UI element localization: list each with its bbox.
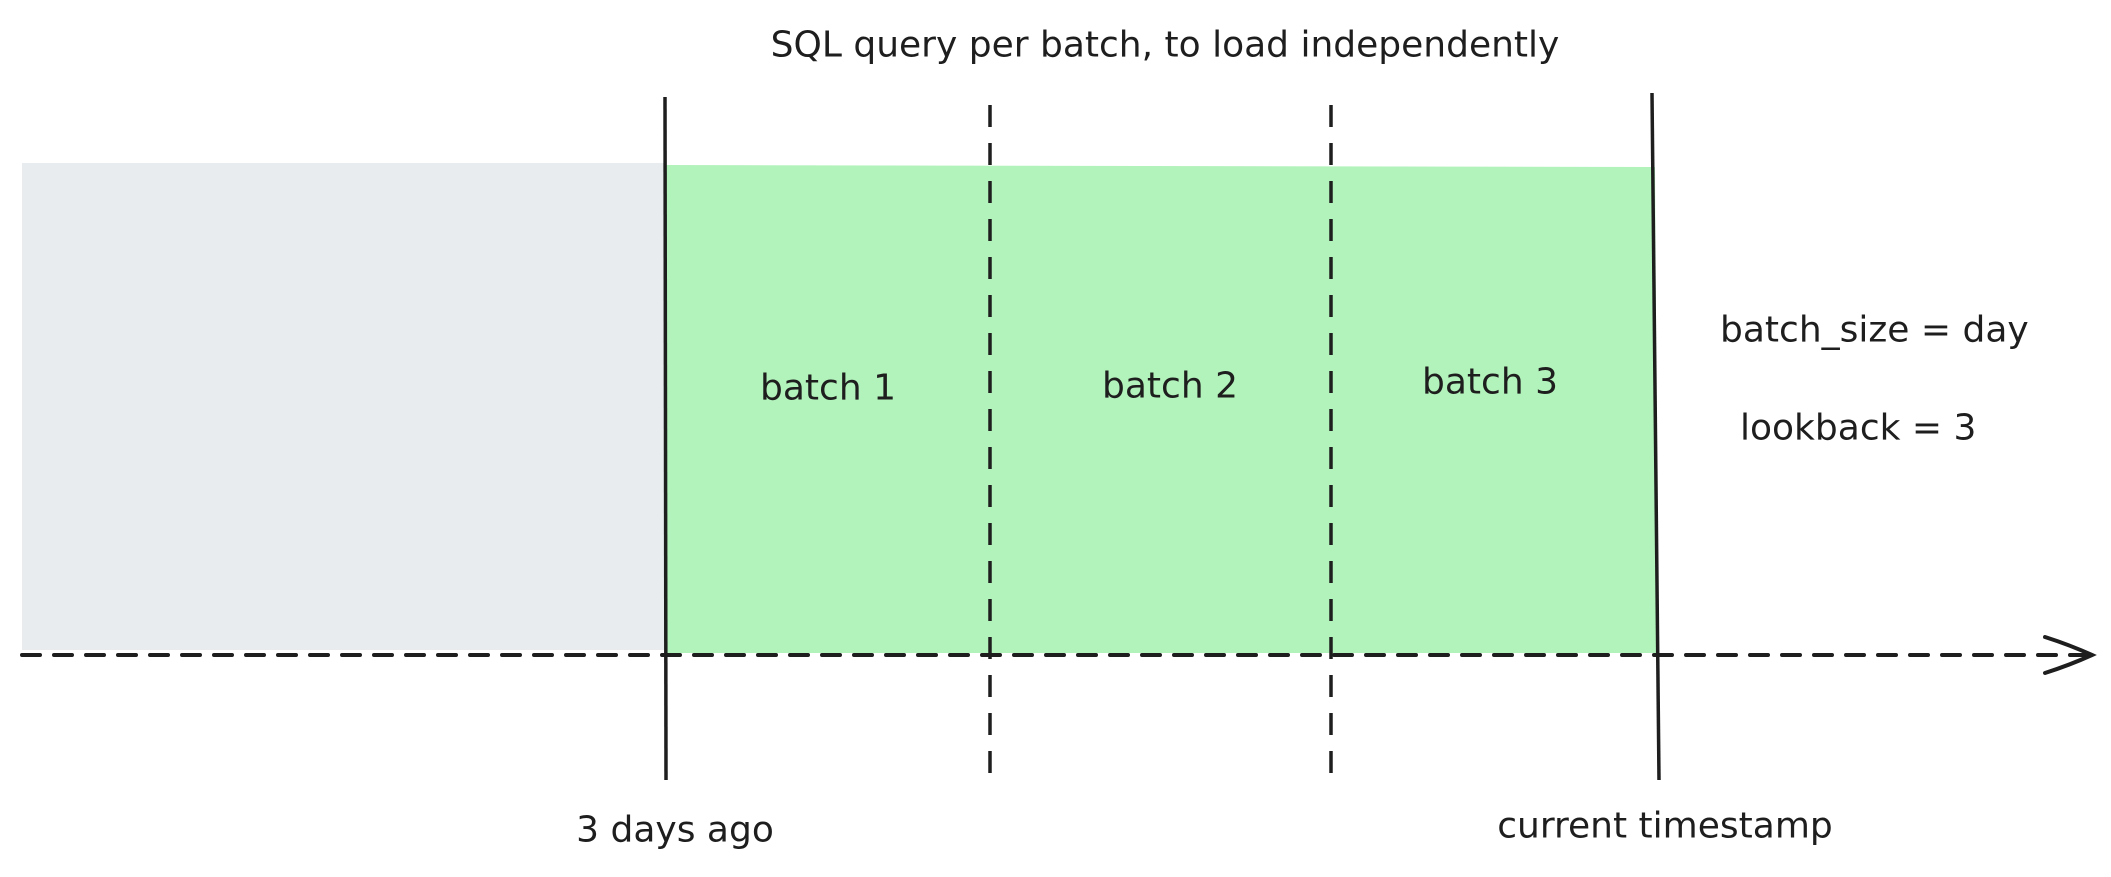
batch-label-3: batch 3 <box>1422 361 1558 403</box>
end-boundary-line <box>1650 92 1661 781</box>
batch-size-param: batch_size = day <box>1720 309 2029 351</box>
start-marker-label: 3 days ago <box>576 809 774 851</box>
axis-arrowhead-icon <box>2043 635 2097 675</box>
end-marker-label: current timestamp <box>1497 805 1833 847</box>
lookback-param: lookback = 3 <box>1740 407 1977 449</box>
past-region <box>22 163 666 650</box>
batch-label-1: batch 1 <box>760 367 896 409</box>
batch-region <box>666 165 1658 653</box>
diagram-title: SQL query per batch, to load independent… <box>770 24 1560 66</box>
start-boundary-line <box>663 96 668 781</box>
batch-label-2: batch 2 <box>1102 365 1238 407</box>
